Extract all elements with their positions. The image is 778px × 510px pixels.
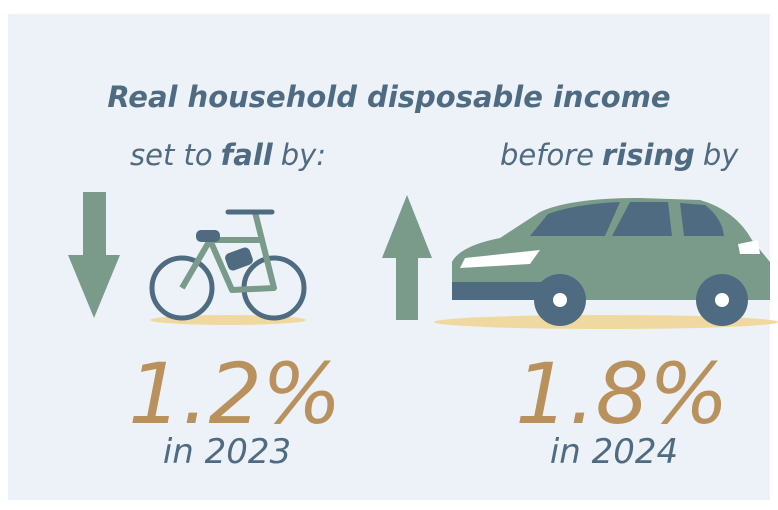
left-period: in 2023 <box>77 432 377 472</box>
subtitle-text: before <box>500 138 594 172</box>
subtitle-emphasis: fall <box>221 138 273 172</box>
down-arrow <box>68 192 120 318</box>
subtitle-text: by <box>703 138 739 172</box>
subtitle-emphasis: rising <box>602 138 695 172</box>
car <box>434 198 778 329</box>
up-arrow <box>382 195 432 320</box>
left-figure: 1.2% <box>85 345 385 443</box>
page: Real household disposable income set tof… <box>0 0 778 510</box>
subtitle-text: set to <box>130 138 213 172</box>
right-figure: 1.8% <box>472 345 772 443</box>
right-period: in 2024 <box>464 432 764 472</box>
subtitle-text: by: <box>281 138 326 172</box>
bicycle <box>150 212 306 325</box>
title: Real household disposable income <box>0 80 778 114</box>
